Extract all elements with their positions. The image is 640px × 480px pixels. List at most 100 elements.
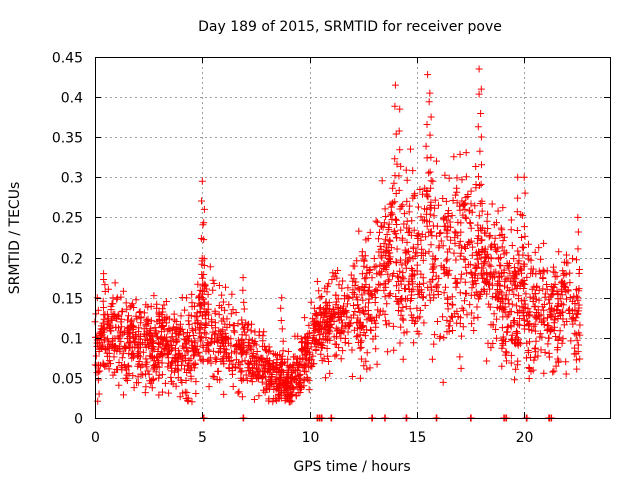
data-point [546,299,554,307]
data-point [467,187,475,195]
data-point [183,369,191,376]
data-point [471,264,479,272]
data-point [109,371,117,379]
data-points [91,65,584,422]
data-point [403,295,411,303]
data-point [563,295,570,303]
data-point [428,265,436,273]
data-point [456,150,464,158]
data-point [435,244,443,252]
data-point [153,333,161,341]
data-point [496,232,504,239]
data-point [345,294,353,302]
data-point [391,198,399,206]
data-point [365,286,373,294]
data-point [188,344,196,352]
data-point [560,281,568,289]
data-point [219,330,227,338]
data-point [521,232,529,240]
data-point [198,177,206,185]
data-point [175,331,183,339]
data-point [118,354,126,362]
data-point [550,283,558,291]
data-point [188,398,196,406]
data-point [490,240,498,248]
data-point [225,365,233,372]
data-point [419,249,427,257]
data-point [441,213,449,221]
data-point [402,264,410,272]
x-tick-label: 0 [91,430,100,446]
data-point [408,316,416,324]
data-point [261,342,269,350]
data-point [336,313,344,320]
data-point [475,173,482,181]
data-point [182,377,190,384]
data-point [532,344,539,352]
data-point [475,260,482,268]
data-point [372,217,380,225]
data-point [414,314,422,322]
data-point [357,343,365,351]
data-point [558,300,566,308]
data-point [221,349,229,357]
data-point [383,231,391,238]
data-point [201,282,209,290]
data-point [164,351,172,359]
data-point [105,365,113,373]
data-point [247,344,255,352]
data-point [507,335,515,343]
data-point [554,355,562,363]
data-point [436,334,444,342]
data-point [373,360,381,368]
data-point [485,261,493,269]
data-point [159,336,167,344]
data-point [541,293,549,301]
data-point [409,167,417,175]
data-point [387,209,395,217]
data-point [129,329,137,336]
data-point [347,271,355,279]
data-point [161,314,169,322]
data-point [528,285,536,293]
data-point [229,360,237,368]
data-point [442,197,450,205]
data-point [572,331,580,339]
data-point [474,313,482,321]
data-point [180,330,188,338]
data-point [432,255,439,262]
data-point [181,306,189,314]
data-point [332,291,340,299]
data-point [228,290,236,298]
data-point [119,287,127,295]
data-point [154,348,162,355]
data-point [132,312,140,320]
data-point [129,334,137,342]
data-point [246,367,254,375]
data-point [330,272,338,280]
data-point [236,361,244,369]
y-tick-label: 0.15 [52,292,83,308]
data-point [458,304,466,312]
data-point [487,321,495,329]
data-point [418,230,426,238]
data-point [386,249,394,257]
data-point [539,285,547,293]
data-point [215,311,223,319]
data-point [239,375,247,383]
data-point [300,361,308,369]
data-point [477,133,485,141]
data-point [470,314,478,322]
data-point [233,342,241,350]
data-point [540,306,548,314]
data-point [160,325,168,333]
data-point [507,359,515,367]
data-point [508,300,516,308]
data-point [309,352,317,360]
data-point [100,336,108,344]
data-point [404,281,412,289]
data-point [446,317,454,325]
data-point [165,315,173,323]
data-point [553,346,561,354]
data-point [562,288,570,296]
